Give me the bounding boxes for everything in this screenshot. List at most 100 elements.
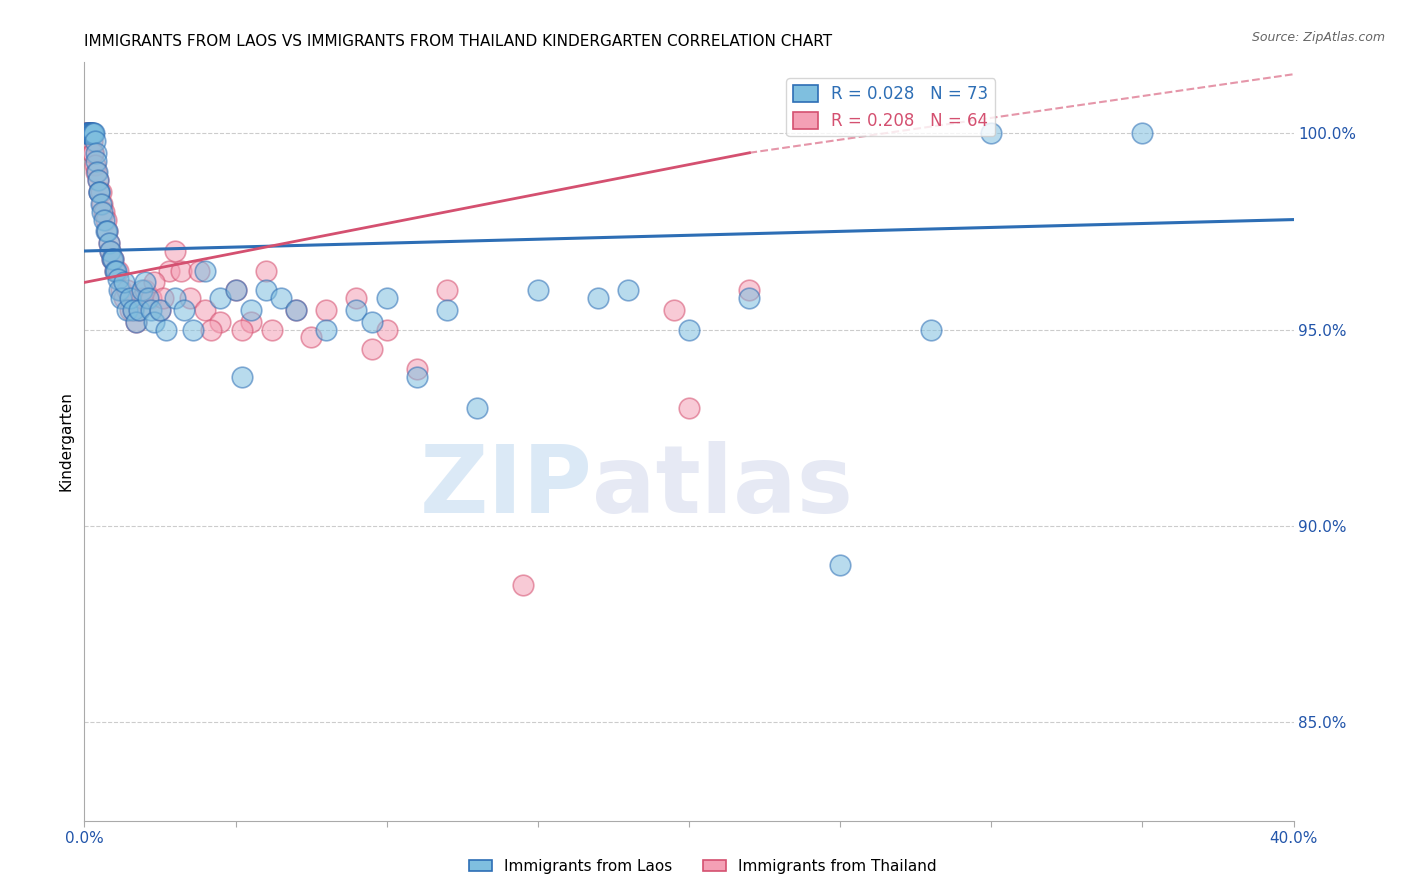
- Point: [86, 165, 108, 179]
- Point: [98, 244, 121, 258]
- Point: [104, 263, 127, 277]
- Point: [165, 244, 187, 258]
- Point: [299, 330, 322, 344]
- Point: [285, 302, 308, 317]
- Point: [77, 126, 100, 140]
- Point: [104, 263, 127, 277]
- Point: [188, 263, 211, 277]
- Point: [173, 302, 195, 317]
- Point: [260, 322, 283, 336]
- Point: [79, 126, 101, 140]
- Point: [76, 126, 98, 140]
- Point: [285, 302, 308, 317]
- Point: [93, 204, 115, 219]
- Point: [110, 291, 132, 305]
- Point: [82, 145, 104, 160]
- Point: [375, 291, 398, 305]
- Point: [738, 291, 761, 305]
- Point: [136, 291, 159, 305]
- Text: ZIP: ZIP: [419, 441, 592, 533]
- Point: [678, 322, 700, 336]
- Point: [346, 291, 368, 305]
- Text: atlas: atlas: [592, 441, 853, 533]
- Point: [86, 165, 108, 179]
- Point: [100, 252, 122, 266]
- Point: [118, 302, 141, 317]
- Point: [82, 126, 104, 140]
- Point: [97, 236, 120, 251]
- Point: [346, 302, 368, 317]
- Point: [512, 578, 534, 592]
- Point: [617, 283, 640, 297]
- Point: [107, 263, 129, 277]
- Point: [128, 302, 150, 317]
- Point: [76, 126, 98, 140]
- Point: [194, 302, 217, 317]
- Point: [231, 322, 253, 336]
- Point: [270, 291, 292, 305]
- Legend: R = 0.028   N = 73, R = 0.208   N = 64: R = 0.028 N = 73, R = 0.208 N = 64: [786, 78, 995, 136]
- Point: [94, 224, 117, 238]
- Point: [131, 291, 153, 305]
- Point: [77, 126, 100, 140]
- Point: [239, 315, 262, 329]
- Point: [128, 302, 150, 317]
- Point: [142, 315, 165, 329]
- Point: [91, 204, 114, 219]
- Point: [86, 153, 108, 168]
- Point: [738, 283, 761, 297]
- Point: [1132, 126, 1154, 140]
- Point: [76, 126, 98, 140]
- Point: [179, 291, 201, 305]
- Point: [225, 283, 247, 297]
- Point: [112, 276, 135, 290]
- Point: [406, 369, 429, 384]
- Point: [82, 145, 104, 160]
- Point: [125, 315, 148, 329]
- Point: [155, 322, 177, 336]
- Point: [149, 302, 172, 317]
- Point: [678, 401, 700, 416]
- Point: [101, 252, 124, 266]
- Point: [830, 558, 852, 573]
- Point: [96, 224, 118, 238]
- Point: [90, 185, 112, 199]
- Point: [131, 283, 153, 297]
- Point: [97, 236, 120, 251]
- Point: [87, 173, 110, 187]
- Point: [90, 197, 112, 211]
- Point: [436, 283, 458, 297]
- Point: [105, 263, 128, 277]
- Point: [77, 126, 100, 140]
- Point: [139, 302, 162, 317]
- Point: [80, 134, 103, 148]
- Point: [527, 283, 550, 297]
- Point: [920, 322, 942, 336]
- Point: [134, 276, 156, 290]
- Point: [76, 126, 98, 140]
- Point: [84, 158, 107, 172]
- Point: [94, 212, 117, 227]
- Point: [125, 315, 148, 329]
- Point: [360, 315, 382, 329]
- Point: [80, 126, 103, 140]
- Point: [239, 302, 262, 317]
- Legend: Immigrants from Laos, Immigrants from Thailand: Immigrants from Laos, Immigrants from Th…: [463, 853, 943, 880]
- Point: [118, 291, 141, 305]
- Point: [107, 271, 129, 285]
- Point: [75, 126, 97, 140]
- Point: [96, 224, 118, 238]
- Point: [121, 302, 143, 317]
- Point: [209, 291, 232, 305]
- Point: [100, 252, 122, 266]
- Point: [79, 126, 101, 140]
- Point: [315, 322, 337, 336]
- Point: [139, 291, 162, 305]
- Point: [315, 302, 337, 317]
- Point: [112, 291, 135, 305]
- Point: [84, 134, 107, 148]
- Point: [165, 291, 187, 305]
- Point: [157, 263, 180, 277]
- Point: [77, 126, 100, 140]
- Point: [79, 126, 101, 140]
